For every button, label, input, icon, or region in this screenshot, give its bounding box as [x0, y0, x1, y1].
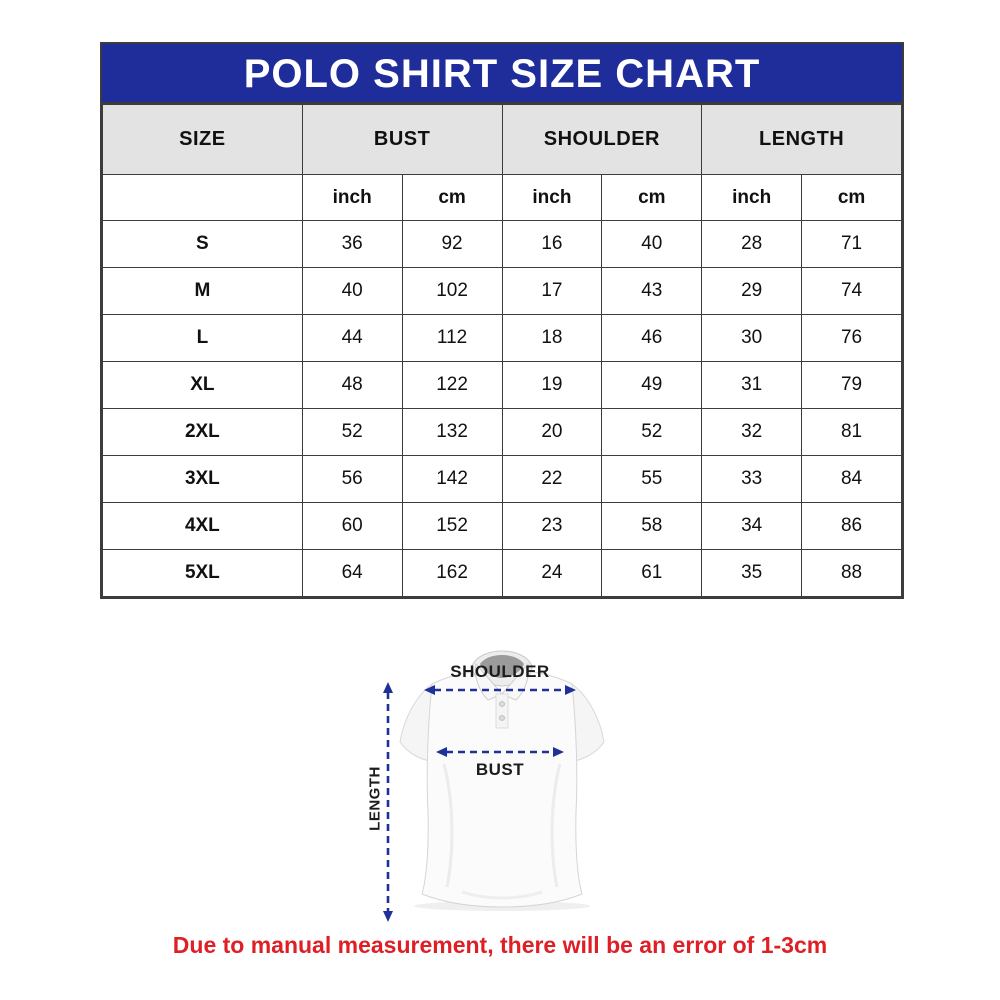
value-cell: 40 — [601, 220, 703, 268]
value-cell: 55 — [601, 455, 703, 503]
value-cell: 102 — [401, 267, 503, 315]
size-row: 5XL 64 162 24 61 35 88 — [102, 549, 902, 597]
value-cell: 52 — [601, 408, 703, 456]
value-cell: 16 — [501, 220, 603, 268]
value-cell: 84 — [801, 455, 902, 503]
value-cell: 64 — [301, 549, 403, 597]
size-cell: L — [102, 314, 303, 362]
value-cell: 32 — [701, 408, 803, 456]
value-cell: 22 — [501, 455, 603, 503]
measurement-note: Due to manual measurement, there will be… — [172, 932, 828, 958]
unit-cell: inch — [301, 174, 403, 221]
value-cell: 79 — [801, 361, 902, 409]
value-cell: 61 — [601, 549, 703, 597]
value-cell: 44 — [301, 314, 403, 362]
shirt-diagram: SHOULDER BUST LENGTH — [0, 600, 1000, 930]
size-table: SIZE BUST SHOULDER LENGTH inch cm inch c… — [102, 104, 902, 597]
unit-cell: inch — [501, 174, 603, 221]
size-row: S 36 92 16 40 28 71 — [102, 220, 902, 268]
value-cell: 52 — [301, 408, 403, 456]
shoulder-arrow — [424, 685, 576, 695]
value-cell: 17 — [501, 267, 603, 315]
value-cell: 20 — [501, 408, 603, 456]
size-cell: M — [102, 267, 303, 315]
value-cell: 35 — [701, 549, 803, 597]
value-cell: 112 — [401, 314, 503, 362]
size-cell: 5XL — [102, 549, 303, 597]
value-cell: 71 — [801, 220, 902, 268]
value-cell: 86 — [801, 502, 902, 550]
value-cell: 60 — [301, 502, 403, 550]
unit-cell: inch — [701, 174, 803, 221]
bust-arrow — [436, 747, 564, 757]
header-size: SIZE — [102, 104, 303, 175]
value-cell: 92 — [401, 220, 503, 268]
group-header-row: SIZE BUST SHOULDER LENGTH — [102, 104, 902, 175]
size-row: L 44 112 18 46 30 76 — [102, 314, 902, 362]
value-cell: 24 — [501, 549, 603, 597]
value-cell: 36 — [301, 220, 403, 268]
length-arrow — [383, 682, 393, 922]
size-cell: XL — [102, 361, 303, 409]
polo-shirt-drawing — [399, 650, 605, 911]
size-row: 3XL 56 142 22 55 33 84 — [102, 455, 902, 503]
value-cell: 46 — [601, 314, 703, 362]
value-cell: 81 — [801, 408, 902, 456]
value-cell: 162 — [401, 549, 503, 597]
unit-cell: cm — [801, 174, 902, 221]
unit-cell: cm — [601, 174, 703, 221]
size-row: M 40 102 17 43 29 74 — [102, 267, 902, 315]
value-cell: 76 — [801, 314, 902, 362]
value-cell: 29 — [701, 267, 803, 315]
value-cell: 88 — [801, 549, 902, 597]
value-cell: 43 — [601, 267, 703, 315]
size-cell: 3XL — [102, 455, 303, 503]
header-bust: BUST — [301, 104, 503, 175]
bust-label: BUST — [475, 760, 525, 779]
value-cell: 56 — [301, 455, 403, 503]
value-cell: 31 — [701, 361, 803, 409]
header-length: LENGTH — [701, 104, 902, 175]
chart-title: POLO SHIRT SIZE CHART — [102, 44, 902, 104]
size-cell: S — [102, 220, 303, 268]
value-cell: 74 — [801, 267, 902, 315]
size-row: 2XL 52 132 20 52 32 81 — [102, 408, 902, 456]
value-cell: 28 — [701, 220, 803, 268]
unit-header-row: inch cm inch cm inch cm — [102, 174, 902, 221]
value-cell: 49 — [601, 361, 703, 409]
size-cell: 2XL — [102, 408, 303, 456]
value-cell: 142 — [401, 455, 503, 503]
value-cell: 40 — [301, 267, 403, 315]
value-cell: 23 — [501, 502, 603, 550]
value-cell: 33 — [701, 455, 803, 503]
value-cell: 48 — [301, 361, 403, 409]
value-cell: 58 — [601, 502, 703, 550]
unit-cell: cm — [401, 174, 503, 221]
value-cell: 19 — [501, 361, 603, 409]
value-cell: 34 — [701, 502, 803, 550]
size-cell: 4XL — [102, 502, 303, 550]
value-cell: 152 — [401, 502, 503, 550]
size-row: 4XL 60 152 23 58 34 86 — [102, 502, 902, 550]
value-cell: 18 — [501, 314, 603, 362]
length-label: LENGTH — [366, 766, 384, 831]
shoulder-label: SHOULDER — [450, 662, 550, 681]
corner-cell — [102, 174, 303, 221]
polo-shirt-image — [392, 642, 612, 912]
value-cell: 132 — [401, 408, 503, 456]
value-cell: 30 — [701, 314, 803, 362]
header-shoulder: SHOULDER — [501, 104, 703, 175]
size-chart: POLO SHIRT SIZE CHART SIZE BUST SHOULDER… — [100, 42, 904, 599]
size-row: XL 48 122 19 49 31 79 — [102, 361, 902, 409]
value-cell: 122 — [401, 361, 503, 409]
